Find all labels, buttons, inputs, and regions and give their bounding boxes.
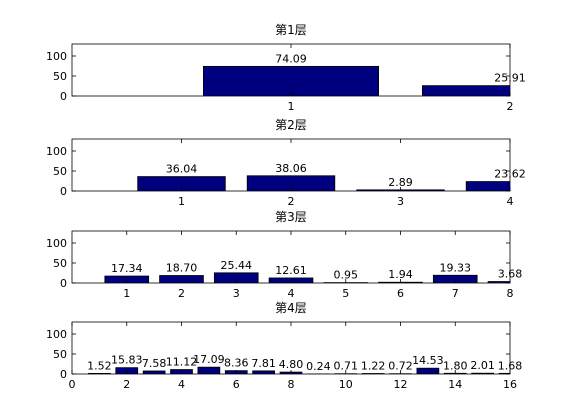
x-tick-label: 3 bbox=[233, 287, 240, 300]
x-tick-label: 2 bbox=[288, 195, 295, 208]
bar bbox=[197, 366, 221, 374]
x-tick-label: 2 bbox=[123, 378, 130, 391]
y-tick-label: 0 bbox=[60, 368, 67, 381]
value-label: 8.36 bbox=[224, 357, 249, 370]
value-label: 17.09 bbox=[193, 353, 225, 366]
y-tick-label: 0 bbox=[60, 277, 67, 290]
x-tick-label: 6 bbox=[233, 378, 240, 391]
value-label: 17.34 bbox=[111, 262, 143, 275]
axes-box bbox=[71, 230, 511, 284]
y-tick-label: 50 bbox=[53, 348, 67, 361]
x-tick-label: 8 bbox=[507, 287, 514, 300]
y-tick-label: 100 bbox=[46, 328, 67, 341]
subplot-title: 第1层 bbox=[275, 23, 307, 37]
value-label: 14.53 bbox=[412, 354, 444, 367]
subplot-title: 第2层 bbox=[275, 118, 307, 132]
x-tick-label: 4 bbox=[507, 195, 514, 208]
x-tick-label: 5 bbox=[342, 287, 349, 300]
bar bbox=[421, 85, 510, 96]
value-label: 74.09 bbox=[275, 52, 307, 65]
x-tick-label: 7 bbox=[452, 287, 459, 300]
x-tick-label: 6 bbox=[397, 287, 404, 300]
value-label: 1.52 bbox=[87, 359, 112, 372]
value-label: 1.80 bbox=[443, 359, 468, 372]
bar bbox=[202, 65, 379, 96]
y-tick-label: 0 bbox=[60, 90, 67, 103]
value-label: 12.61 bbox=[275, 264, 307, 277]
value-label: 3.68 bbox=[498, 268, 523, 281]
value-label: 19.33 bbox=[440, 261, 472, 274]
subplot-title: 第4层 bbox=[275, 301, 307, 315]
x-tick-label: 14 bbox=[448, 378, 462, 391]
y-tick-label: 50 bbox=[53, 165, 67, 178]
x-tick-label: 0 bbox=[69, 378, 76, 391]
x-tick-label: 10 bbox=[339, 378, 353, 391]
bar bbox=[252, 370, 275, 374]
value-label: 7.81 bbox=[251, 357, 276, 370]
value-label: 25.91 bbox=[494, 72, 526, 85]
bar bbox=[471, 372, 494, 374]
subplot-title: 第3层 bbox=[275, 210, 307, 224]
value-label: 0.95 bbox=[334, 269, 359, 282]
value-label: 0.71 bbox=[334, 360, 359, 373]
bar bbox=[487, 281, 510, 283]
value-label: 15.83 bbox=[111, 354, 143, 367]
subplot: 第3层 17.34 18.70 25.44 12.61 0.95 1.94 19.33 3.68… bbox=[46, 210, 523, 300]
value-label: 2.89 bbox=[388, 176, 413, 189]
value-label: 18.70 bbox=[166, 262, 198, 275]
y-tick-label: 100 bbox=[46, 145, 67, 158]
value-label: 2.01 bbox=[470, 359, 495, 372]
value-label: 1.22 bbox=[361, 360, 386, 373]
value-label: 0.72 bbox=[388, 360, 413, 373]
x-tick-label: 3 bbox=[397, 195, 404, 208]
value-label: 0.24 bbox=[306, 360, 331, 373]
x-tick-label: 2 bbox=[507, 100, 514, 113]
x-tick-label: 8 bbox=[288, 378, 295, 391]
axes-box bbox=[71, 321, 511, 375]
value-label: 38.06 bbox=[275, 162, 307, 175]
y-tick-label: 100 bbox=[46, 50, 67, 63]
x-tick-label: 2 bbox=[178, 287, 185, 300]
value-label: 4.80 bbox=[279, 358, 304, 371]
bar bbox=[465, 181, 510, 191]
bar bbox=[246, 175, 336, 191]
y-tick-label: 0 bbox=[60, 185, 67, 198]
x-tick-label: 1 bbox=[178, 195, 185, 208]
value-label: 36.04 bbox=[166, 163, 198, 176]
value-label: 1.94 bbox=[388, 268, 413, 281]
value-label: 11.12 bbox=[166, 356, 198, 369]
x-tick-label: 1 bbox=[288, 100, 295, 113]
x-tick-label: 12 bbox=[394, 378, 408, 391]
bar bbox=[213, 272, 259, 283]
subplot: 第2层 36.04 38.06 2.89 23.62 0 50 100 1 2 3 4 bbox=[46, 118, 526, 208]
bars bbox=[202, 65, 510, 96]
subplot: 第1层 74.09 25.91 0 50 100 1 2 bbox=[46, 23, 526, 113]
x-tick-label: 16 bbox=[503, 378, 517, 391]
x-tick-label: 4 bbox=[178, 378, 185, 391]
bar bbox=[142, 370, 166, 374]
value-label: 7.58 bbox=[142, 357, 167, 370]
x-tick-label: 4 bbox=[288, 287, 295, 300]
bar bbox=[88, 372, 111, 374]
y-tick-label: 50 bbox=[53, 257, 67, 270]
value-label: 23.62 bbox=[494, 168, 526, 181]
x-tick-label: 1 bbox=[123, 287, 130, 300]
value-label: 25.44 bbox=[221, 259, 253, 272]
y-tick-label: 50 bbox=[53, 70, 67, 83]
value-label: 1.68 bbox=[498, 359, 523, 372]
bar bbox=[416, 367, 440, 374]
bar bbox=[137, 176, 226, 191]
y-tick-label: 100 bbox=[46, 237, 67, 250]
